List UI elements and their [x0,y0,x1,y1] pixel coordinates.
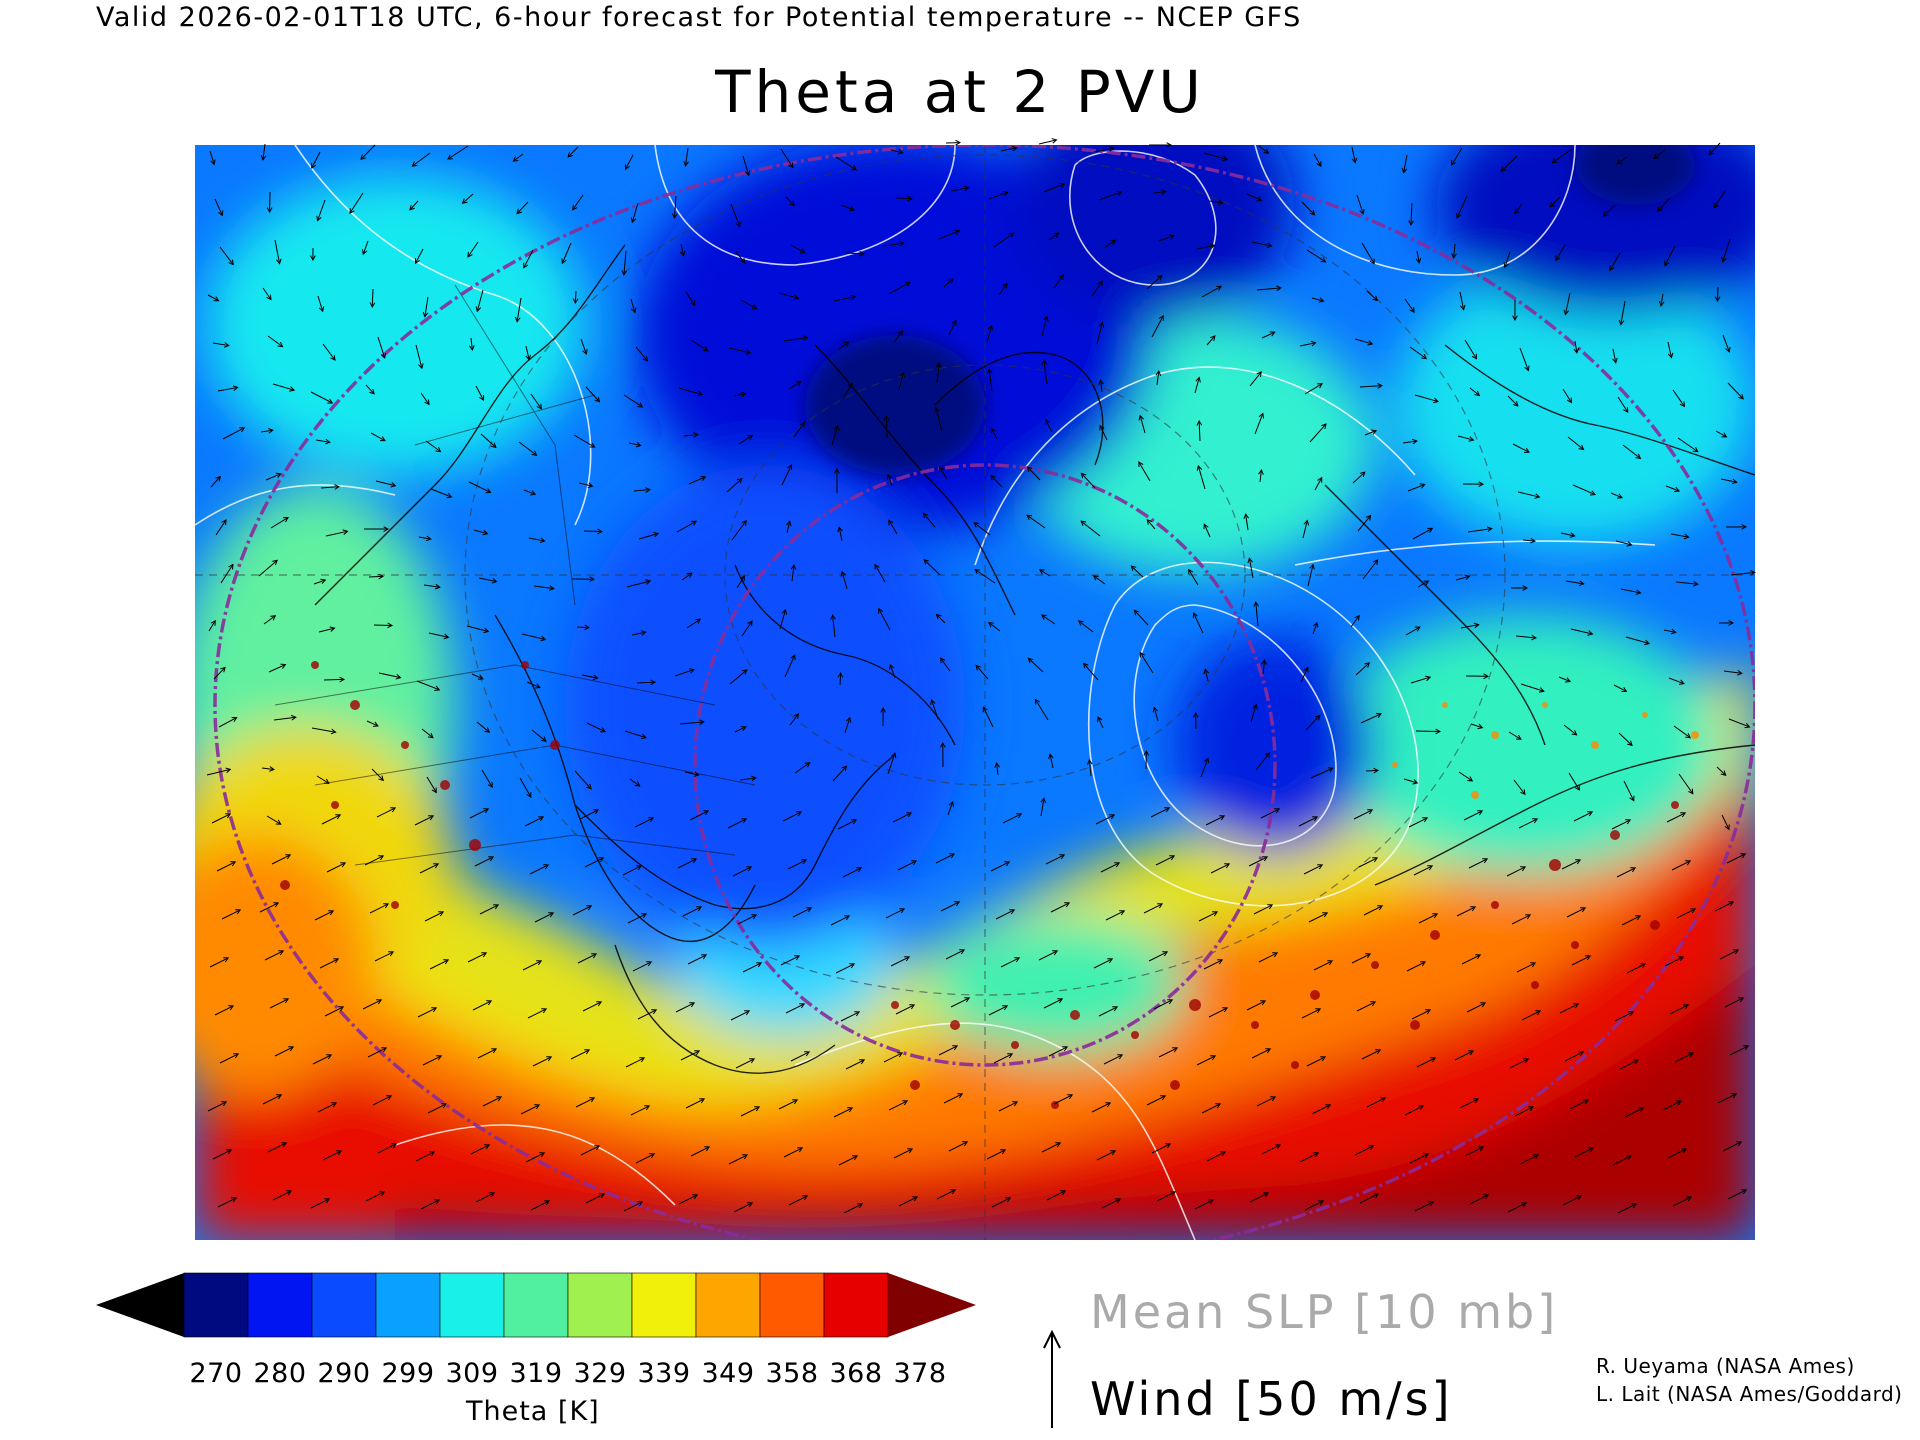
colorbar-tick-label: 378 [893,1358,947,1389]
isobar [1069,150,1217,286]
isobar [794,1022,1196,1240]
isobar [1254,145,1576,276]
coastline [494,614,756,942]
coastline [314,244,626,606]
isobar [1294,540,1656,566]
colorbar-tick-label: 270 [189,1358,243,1389]
colorbar-tick-label: 358 [765,1358,819,1389]
wind-legend: Wind [50 m/s] [1090,1372,1453,1426]
theta-colorbar [96,1272,976,1338]
coastline [614,944,836,1074]
wind-scale-arrow-icon [1043,1330,1061,1428]
orange-speckles [1392,702,1699,799]
coastline [934,351,1104,466]
colorbar-swatch [631,1272,697,1338]
colorbar-overflow-triangle [888,1273,976,1337]
cyan-zone-se [1325,615,1725,875]
border-line [414,394,596,446]
cold-lobe-north [1015,145,1295,325]
isobar [1088,561,1419,907]
isobar [654,145,956,266]
forecast-valid-header: Valid 2026-02-01T18 UTC, 6-hour forecast… [96,2,1302,33]
colorbar-swatch [375,1272,441,1338]
coastline [1444,344,1755,476]
colorbar-swatch [567,1272,633,1338]
coastline [1374,744,1755,886]
west-orange-region [195,835,375,1095]
colorbar-tick-label: 368 [829,1358,883,1389]
colorbar-tick-label: 309 [445,1358,499,1389]
coastline [574,754,896,910]
credit-line-2: L. Lait (NASA Ames/Goddard) [1596,1382,1903,1406]
colorbar-swatch [695,1272,761,1338]
cyan-zone-atl [925,915,1185,1055]
colorbar-label: Theta [K] [466,1396,600,1427]
colorbar-swatch [759,1272,825,1338]
colorbar-tick-label: 329 [573,1358,627,1389]
warm-band-yellow [195,625,1755,1105]
tropopause-marker-ring [213,145,1755,1240]
graticule [724,364,1246,786]
cyan-zone-ne [1395,265,1755,545]
credit-line-1: R. Ueyama (NASA Ames) [1596,1354,1855,1378]
colorbar-swatch [439,1272,505,1338]
graticule [464,154,1506,996]
cold-core-arctic [805,335,985,475]
colorbar-swatch [247,1272,313,1338]
cold-core-ne [1575,145,1695,205]
colorbar-swatch [823,1272,889,1338]
map-title: Theta at 2 PVU [715,58,1205,126]
warm-speckles [280,661,1679,1109]
colorbar-underflow-triangle [96,1273,184,1337]
colorbar-swatch [311,1272,377,1338]
warm-band-red [195,785,1755,1240]
isobar [394,1124,676,1206]
border-line [454,284,576,606]
border-line [274,664,716,706]
colorbar-tick-label: 339 [637,1358,691,1389]
colorbar-tick-label: 290 [317,1358,371,1389]
border-line [354,834,736,866]
cold-lobe-canada [565,465,965,945]
theta-map [195,145,1755,1240]
colorbar-tick-label: 280 [253,1358,307,1389]
colorbar-tick-label: 299 [381,1358,435,1389]
colorbar-swatch [503,1272,569,1338]
tropopause-marker-ring [693,463,1277,1067]
wind-vector [1038,138,1058,145]
colorbar-swatch [183,1272,249,1338]
colorbar-tick-label: 319 [509,1358,563,1389]
slp-legend: Mean SLP [10 mb] [1090,1285,1559,1339]
cyan-zone-nw [205,175,585,475]
colorbar-tick-label: 349 [701,1358,755,1389]
isobar [195,484,396,526]
